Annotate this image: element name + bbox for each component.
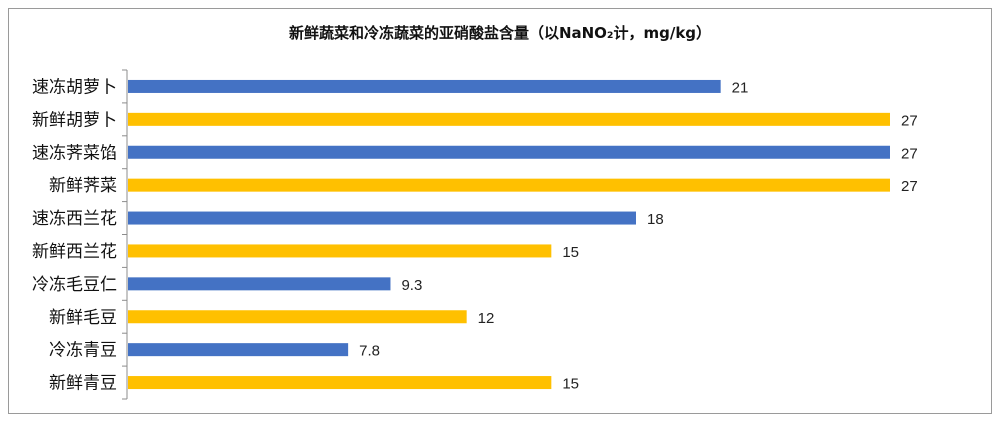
- category-label: 新鲜荠菜: [49, 176, 117, 196]
- data-label: 27: [901, 145, 918, 162]
- data-label: 27: [901, 112, 918, 129]
- data-label: 27: [901, 178, 918, 195]
- bar: [128, 244, 552, 258]
- data-label: 15: [562, 376, 579, 393]
- category-label: 冷冻毛豆仁: [32, 275, 117, 295]
- bar: [128, 112, 890, 126]
- bar: [128, 145, 890, 159]
- data-label: 21: [732, 79, 749, 96]
- category-label: 新鲜毛豆: [49, 308, 117, 328]
- chart-title: 新鲜蔬菜和冷冻蔬菜的亚硝酸盐含量（以NaNO₂计，mg/kg）: [288, 24, 712, 42]
- data-label: 7.8: [359, 343, 380, 360]
- bar: [128, 277, 391, 291]
- data-label: 9.3: [401, 277, 422, 294]
- data-label: 12: [478, 310, 495, 327]
- bar: [128, 310, 467, 324]
- data-label: 18: [647, 211, 664, 228]
- bar: [128, 211, 636, 225]
- category-label: 冷冻青豆: [49, 341, 117, 361]
- category-label: 新鲜西兰花: [32, 242, 117, 262]
- category-label: 速冻胡萝卜: [32, 77, 117, 97]
- category-label: 速冻西兰花: [32, 209, 117, 229]
- category-label: 新鲜胡萝卜: [32, 110, 117, 130]
- category-label: 新鲜青豆: [49, 374, 117, 394]
- data-label: 15: [562, 244, 579, 261]
- bar: [128, 343, 349, 357]
- bar: [128, 178, 890, 192]
- bar: [128, 376, 552, 390]
- bar: [128, 79, 721, 93]
- category-label: 速冻荠菜馅: [32, 143, 117, 163]
